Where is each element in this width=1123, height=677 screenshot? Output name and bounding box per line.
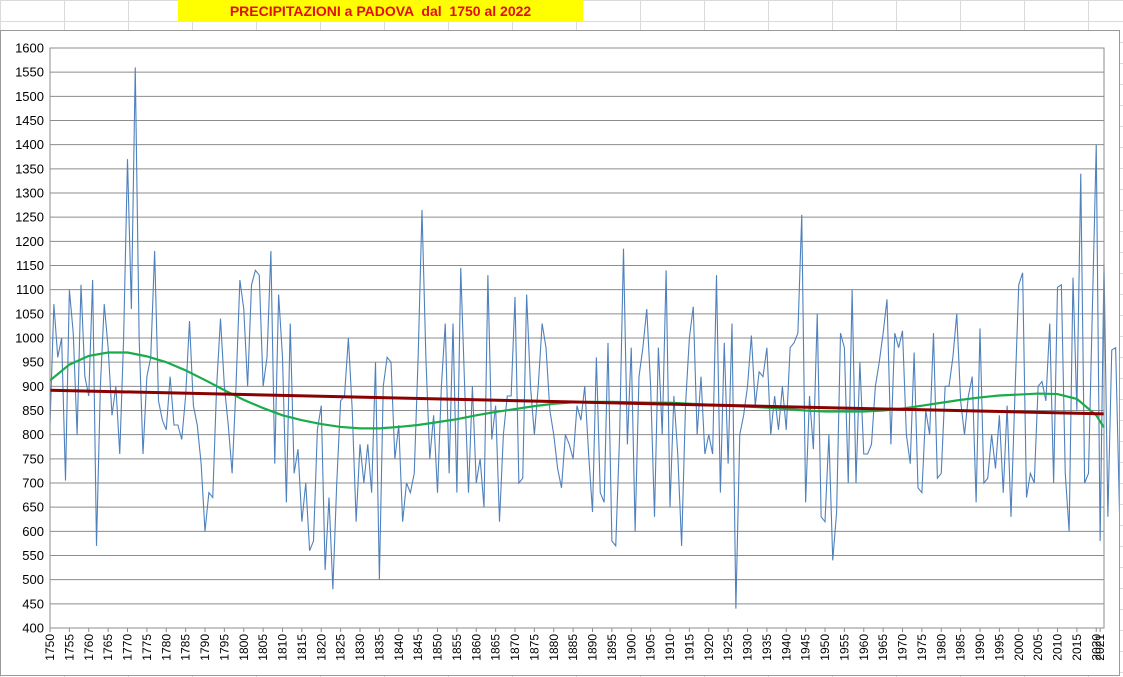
x-tick-label: 1770 <box>121 634 135 661</box>
x-tick-label: 1935 <box>760 634 774 661</box>
x-tick-label: 1835 <box>372 634 386 661</box>
x-tick-label: 1870 <box>508 634 522 661</box>
y-tick-label: 800 <box>22 427 44 442</box>
x-tick-label: 1765 <box>101 634 115 661</box>
y-tick-label: 550 <box>22 548 44 563</box>
y-tick-label: 500 <box>22 572 44 587</box>
x-tick-label: 1915 <box>682 634 696 661</box>
chart-area[interactable]: 400 450 500 550 600 650 700 750 800 850 900 950 1000… <box>0 30 1120 676</box>
y-tick-label: 600 <box>22 524 44 539</box>
x-tick-label: 1850 <box>431 634 445 661</box>
x-tick-label: 1995 <box>992 634 1006 661</box>
y-tick-label: 900 <box>22 379 44 394</box>
y-tick-label: 1150 <box>16 258 44 273</box>
x-tick-label: 1960 <box>857 634 871 661</box>
y-tick-label: 1300 <box>15 186 44 201</box>
x-tick-label: 1910 <box>663 634 677 661</box>
x-tick-label: 1760 <box>82 634 96 661</box>
x-tick-label: 1750 <box>43 634 57 661</box>
linear-trend-line <box>49 388 1105 416</box>
x-tick-label: 1860 <box>469 634 483 661</box>
y-tick-label: 700 <box>22 476 44 491</box>
x-tick-label: 2005 <box>1031 634 1045 661</box>
x-tick-label: 1810 <box>276 634 290 661</box>
chart-gridlines <box>50 47 1104 629</box>
plot-area-border <box>49 47 1105 629</box>
x-tick-label: 1800 <box>237 634 251 661</box>
y-tick-label: 1350 <box>15 161 44 176</box>
x-tick-label: 1920 <box>702 634 716 661</box>
x-tick-label: 1970 <box>896 634 910 661</box>
y-tick-label: 1450 <box>15 113 44 128</box>
x-tick-label: 1930 <box>741 634 755 661</box>
x-axis-ticks: 1750 1755 1760 1765 1770 1775 1780 1785 1790 1795… <box>43 628 1107 661</box>
x-tick-label: 2020 <box>1089 634 1103 661</box>
x-tick-label: 1825 <box>334 634 348 661</box>
x-tick-label: 1795 <box>217 634 231 661</box>
x-tick-label: 1875 <box>527 634 541 661</box>
x-tick-label: 1755 <box>62 634 76 661</box>
chart-title-cell[interactable]: PRECIPITAZIONI a PADOVA dal 1750 al 2022 <box>178 0 583 22</box>
y-tick-label: 850 <box>22 403 44 418</box>
x-tick-label: 1950 <box>818 634 832 661</box>
x-tick-label: 1785 <box>179 634 193 661</box>
y-tick-label: 450 <box>22 596 44 611</box>
x-tick-label: 1780 <box>159 634 173 661</box>
x-tick-label: 1880 <box>547 634 561 661</box>
x-tick-label: 1945 <box>799 634 813 661</box>
x-tick-label: 1840 <box>392 634 406 661</box>
y-tick-label: 1250 <box>15 210 44 225</box>
y-tick-label: 1200 <box>15 234 44 249</box>
y-tick-label: 1050 <box>15 306 44 321</box>
y-tick-label: 650 <box>22 500 44 515</box>
x-tick-label: 1980 <box>934 634 948 661</box>
x-tick-label: 1820 <box>314 634 328 661</box>
x-tick-label: 2021 <box>1093 634 1107 661</box>
y-tick-label: 1400 <box>15 137 44 152</box>
y-tick-label: 400 <box>22 621 44 636</box>
polynomial-trend-line <box>49 351 1105 430</box>
x-tick-label: 1985 <box>954 634 968 661</box>
x-tick-label: 1895 <box>605 634 619 661</box>
x-tick-label: 1855 <box>450 634 464 661</box>
y-axis-ticks: 400 450 500 550 600 650 700 750 800 850 900 950 1000… <box>15 41 44 636</box>
x-tick-label: 1885 <box>566 634 580 661</box>
x-tick-label: 2015 <box>1070 634 1084 661</box>
precipitation-chart: 400 450 500 550 600 650 700 750 800 850 900 950 1000… <box>15 41 1119 661</box>
y-tick-label: 1600 <box>15 41 44 56</box>
x-tick-label: 1900 <box>624 634 638 661</box>
x-tick-label: 1775 <box>140 634 154 661</box>
x-tick-label: 1805 <box>256 634 270 661</box>
x-tick-label: 1830 <box>353 634 367 661</box>
y-tick-label: 1000 <box>15 331 44 346</box>
x-tick-label: 1790 <box>198 634 212 661</box>
x-tick-label: 1925 <box>721 634 735 661</box>
y-tick-label: 1550 <box>15 65 44 80</box>
x-tick-label: 1890 <box>586 634 600 661</box>
x-tick-label: 2000 <box>1012 634 1026 661</box>
x-tick-label: 1955 <box>837 634 851 661</box>
x-tick-label: 1965 <box>876 634 890 661</box>
precipitation-series-line <box>49 67 1119 609</box>
x-tick-label: 1990 <box>973 634 987 661</box>
y-tick-label: 1100 <box>16 282 44 297</box>
x-tick-label: 1865 <box>489 634 503 661</box>
y-tick-label: 1500 <box>15 89 44 104</box>
y-tick-label: 950 <box>22 355 44 370</box>
y-tick-label: 750 <box>22 451 44 466</box>
x-tick-label: 1940 <box>779 634 793 661</box>
x-tick-label: 1845 <box>411 634 425 661</box>
x-tick-label: 1905 <box>644 634 658 661</box>
x-tick-label: 1815 <box>295 634 309 661</box>
x-tick-label: 1975 <box>915 634 929 661</box>
x-tick-label: 2010 <box>1051 634 1065 661</box>
